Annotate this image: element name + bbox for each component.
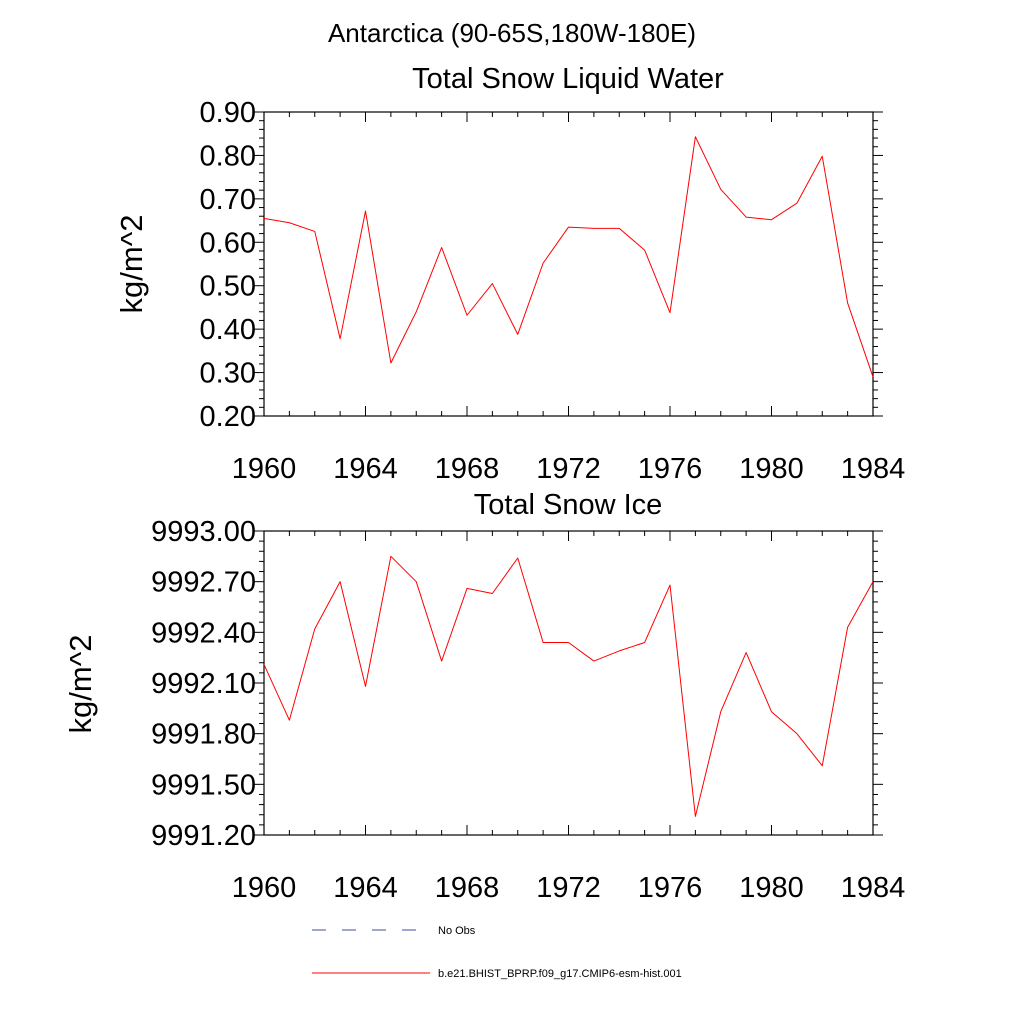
legend-no-obs-label: No Obs	[438, 925, 476, 937]
x-tick-label: 1960	[232, 453, 297, 485]
x-tick-label: 1964	[333, 872, 398, 904]
y-axis-label: kg/m^2	[114, 215, 149, 314]
x-tick-label: 1968	[435, 453, 500, 485]
y-tick-label: 0.80	[200, 140, 256, 172]
y-tick-label: 0.20	[200, 401, 256, 433]
x-tick-label: 1976	[638, 872, 703, 904]
series-line	[263, 136, 874, 378]
y-tick-label: 9991.80	[151, 719, 256, 751]
main-title: Antarctica (90-65S,180W-180E)	[328, 18, 696, 48]
x-tick-label: 1964	[333, 453, 398, 485]
y-tick-label: 9991.20	[151, 820, 256, 852]
x-tick-label: 1972	[536, 453, 601, 485]
legend: No Obs b.e21.BHIST_BPRP.f09_g17.CMIP6-es…	[312, 925, 682, 980]
series-line	[263, 555, 874, 817]
plot-frame	[263, 111, 874, 417]
x-tick-label: 1980	[739, 872, 804, 904]
x-tick-label: 1980	[739, 453, 804, 485]
y-tick-label: 0.90	[200, 97, 256, 129]
y-tick-label: 0.50	[200, 271, 256, 303]
x-tick-label: 1984	[841, 453, 906, 485]
x-tick-label: 1960	[232, 872, 297, 904]
y-tick-label: 0.60	[200, 227, 256, 259]
legend-model-label: b.e21.BHIST_BPRP.f09_g17.CMIP6-esm-hist.…	[438, 968, 682, 980]
plot-frame	[263, 530, 874, 836]
x-tick-label: 1976	[638, 453, 703, 485]
x-tick-label: 1968	[435, 872, 500, 904]
panel-title: Total Snow Ice	[474, 489, 663, 521]
panel-snow-ice: Total Snow Ice kg/m^2 1960 1964 1968 1972 19…	[63, 489, 905, 904]
x-tick-label: 1972	[536, 872, 601, 904]
y-tick-label: 0.40	[200, 314, 256, 346]
y-tick-label: 9992.40	[151, 617, 256, 649]
y-tick-label: 0.70	[200, 184, 256, 216]
y-tick-label: 9992.10	[151, 668, 256, 700]
y-tick-label: 0.30	[200, 358, 256, 390]
y-tick-label: 9992.70	[151, 567, 256, 599]
y-tick-label: 9991.50	[151, 769, 256, 801]
panel-title: Total Snow Liquid Water	[412, 63, 724, 95]
y-tick-label: 9993.00	[151, 516, 256, 548]
panel-snow-liquid-water: Total Snow Liquid Water kg/m^2 1960 1964 1…	[114, 63, 905, 485]
x-tick-label: 1984	[841, 872, 906, 904]
y-axis-label: kg/m^2	[63, 635, 98, 734]
